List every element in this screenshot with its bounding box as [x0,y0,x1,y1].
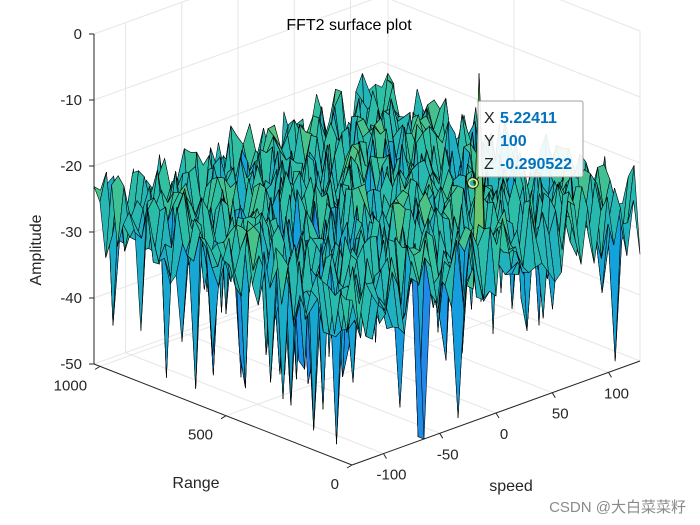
grid-line-x [181,331,440,434]
y-tick-label: 500 [188,427,213,444]
data-tip-marker[interactable] [468,178,478,188]
x-tick-label: 100 [604,385,629,402]
z-tick-label: -50 [60,356,82,373]
x-tick-label: 50 [552,406,569,423]
grid-line-z [559,0,641,32]
data-tip-y-value: 100 [500,133,527,150]
z-tick-label: -40 [60,290,82,307]
data-tip-box [477,100,584,178]
z-tick-label: 0 [74,26,82,43]
z-tick-label: -30 [60,224,82,241]
x-tick-mark [383,453,387,459]
y-tick-mark [220,415,227,420]
y-tick-mark [346,464,353,469]
x-tick-mark [551,392,556,398]
grid-line-x [125,352,384,455]
y-tick-label: 1000 [54,377,87,394]
x-tick-label: -100 [376,467,406,484]
data-tip-x-label: X [484,110,495,127]
z-tick-label: -10 [60,92,82,109]
y-axis-label: Range [172,475,219,492]
data-tip[interactable]: X 5.22411 Y 100 Z -0.290522 [467,100,584,189]
watermark: CSDN @大白菜菜籽 [549,499,686,516]
data-tip-z-label: Z [484,156,494,173]
axes-lines [89,33,641,469]
surface-cell [345,266,359,330]
grid-line-z [93,0,190,35]
y-tick-mark [94,365,101,370]
x-tick-label: 0 [500,426,508,443]
data-tip-x-value: 5.22411 [500,110,557,127]
x-tick-mark [495,412,500,419]
data-tip-y-label: Y [484,133,495,150]
grid-line-y [225,311,515,417]
y-axis-line [93,363,353,466]
z-axis-label: Amplitude [28,214,45,285]
y-tick-label: 0 [331,476,339,493]
x-axis-label: speed [489,478,533,495]
data-tip-z-value: -0.290522 [500,156,572,173]
surface-mesh [93,72,641,445]
z-tick-label: -20 [60,158,82,175]
chart-title: FFT2 surface plot [286,17,412,34]
grid-line-z [390,0,641,98]
x-tick-mark [608,372,612,378]
x-tick-mark [439,433,444,439]
x-tick-label: -50 [437,446,459,463]
